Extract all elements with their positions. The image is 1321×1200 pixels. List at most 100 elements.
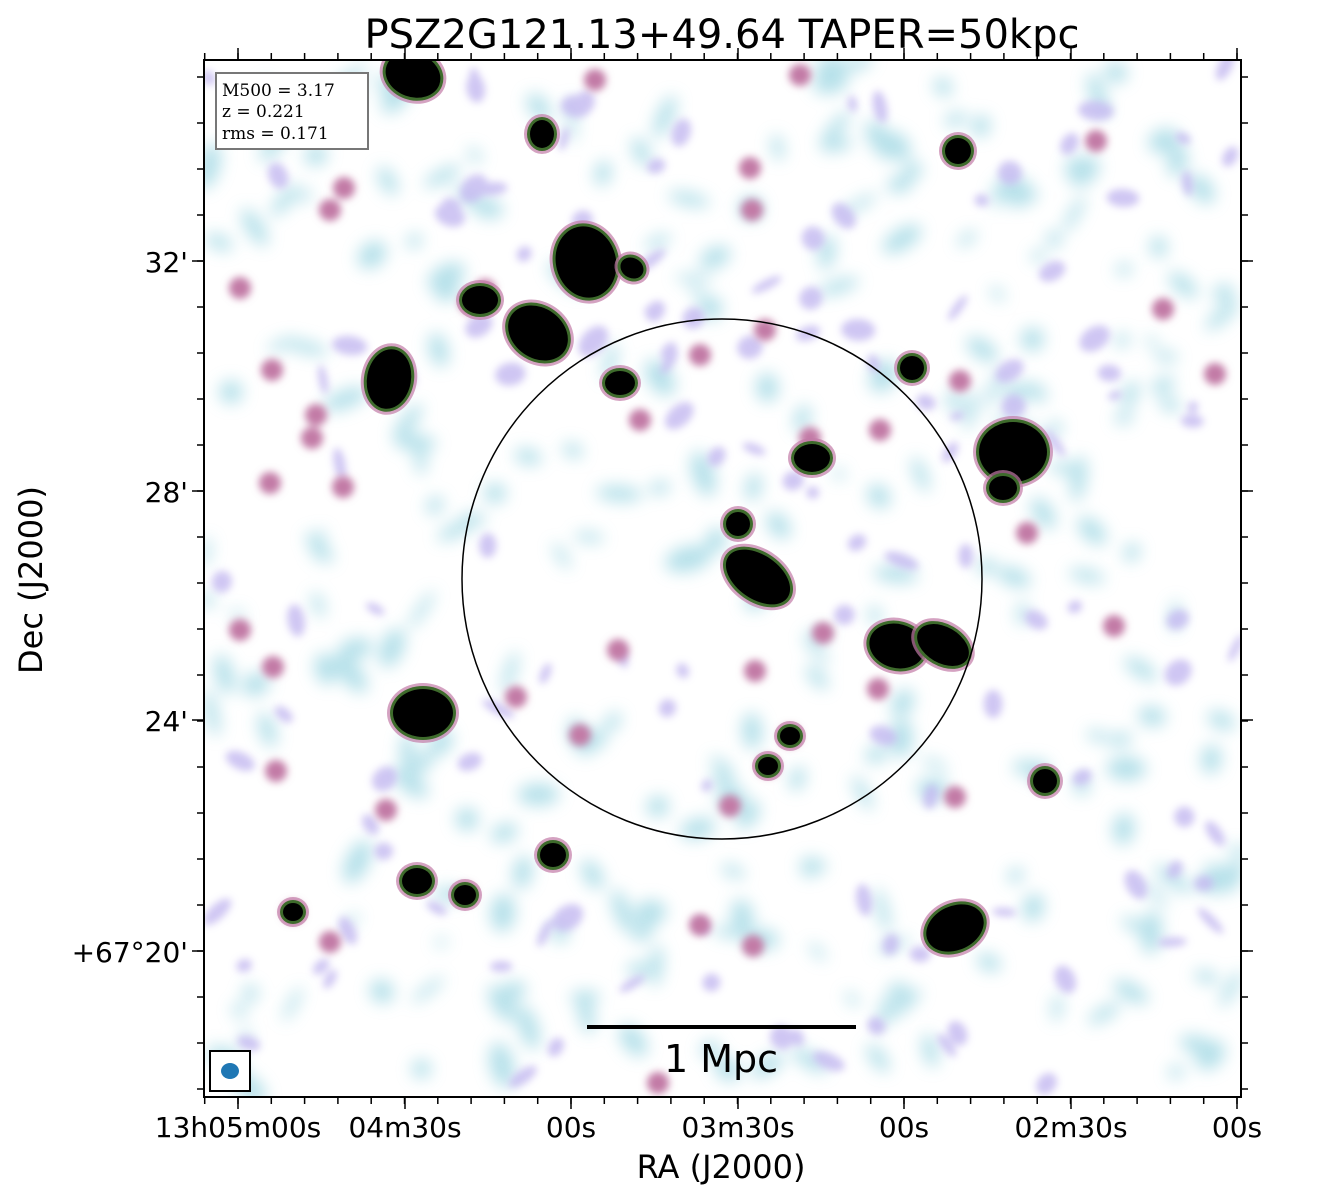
mid-emission-blob [789, 64, 811, 86]
mid-emission-blob [869, 419, 891, 441]
faint-emission-blob [674, 274, 714, 283]
faint-emission-blob [437, 519, 475, 541]
low-emission-blob [869, 725, 897, 746]
y-tick-labels: 32' 28' 24' +67°20' [72, 246, 188, 969]
mid-emission-blob [229, 277, 251, 299]
low-emission-blob [333, 447, 347, 481]
mid-emission-blob [261, 359, 283, 381]
faint-emission-blob [644, 234, 671, 250]
low-emission-blob [508, 1065, 537, 1088]
x-tick-label: 00s [546, 1111, 596, 1144]
mid-emission-blob [689, 914, 711, 936]
y-tick-label: +67°20' [72, 936, 188, 969]
faint-emission-blob [411, 977, 444, 1003]
source-core [605, 371, 635, 395]
low-emission-blob [916, 394, 936, 411]
low-emission-blob [1124, 870, 1148, 900]
faint-emission-blob [229, 609, 246, 620]
low-emission-blob [923, 784, 939, 810]
source-core [1033, 769, 1057, 793]
source-core [869, 623, 925, 669]
x-tick-label: 02m30s [1014, 1111, 1127, 1144]
mid-emission-blob [333, 177, 355, 199]
faint-emission-blob [992, 175, 1008, 210]
source-core [283, 903, 303, 921]
faint-emission-blob [393, 403, 423, 441]
faint-emission-blob [865, 120, 897, 160]
faint-emission-blob [489, 1042, 515, 1088]
low-emission-blob [658, 699, 677, 718]
low-emission-blob [332, 335, 368, 356]
low-emission-blob [479, 533, 497, 558]
mid-emission-blob [867, 678, 889, 700]
faint-emission-blob [921, 1033, 939, 1068]
faint-emission-blob [400, 732, 416, 778]
low-emission-blob [701, 779, 713, 792]
faint-emission-blob [805, 857, 827, 873]
mid-emission-blob [584, 69, 606, 91]
faint-emission-blob [311, 592, 325, 618]
faint-emission-blob [1022, 893, 1045, 922]
faint-emission-blob [766, 511, 791, 539]
source-core [794, 444, 830, 472]
faint-emission-blob [1188, 174, 1215, 204]
faint-emission-blob [1068, 156, 1100, 187]
low-emission-blob [958, 543, 974, 569]
faint-emission-blob [574, 531, 605, 543]
faint-emission-blob [789, 766, 806, 791]
faint-emission-blob [282, 338, 329, 356]
faint-emission-blob [1201, 744, 1222, 774]
faint-emission-blob [1219, 970, 1241, 1007]
faint-emission-blob [512, 855, 533, 889]
faint-emission-blob [1151, 376, 1175, 394]
scale-bar-label: 1 Mpc [664, 1037, 778, 1081]
faint-emission-blob [1113, 979, 1149, 1004]
source-core [366, 349, 412, 409]
faint-emission-blob [911, 456, 930, 492]
faint-emission-blob [1106, 756, 1147, 781]
mid-emission-blob [1103, 615, 1125, 637]
faint-emission-blob [1112, 813, 1135, 845]
low-emission-blob [1097, 364, 1122, 382]
low-emission-blob [872, 90, 888, 123]
low-emission-blob [489, 961, 513, 972]
low-emission-blob [574, 90, 595, 114]
source-core [725, 549, 791, 605]
faint-emission-blob [814, 60, 846, 83]
low-emission-blob [547, 1037, 564, 1057]
beam-ellipse [221, 1063, 239, 1079]
faint-emission-blob [378, 628, 406, 668]
mid-emission-blob [229, 619, 251, 641]
low-emission-blob [847, 534, 867, 552]
faint-emission-blob [888, 982, 910, 1001]
faint-emission-blob [594, 160, 612, 186]
low-emission-blob [855, 884, 873, 916]
figure-title: PSZ2G121.13+49.64 TAPER=50kpc [365, 12, 1080, 58]
mid-emission-blob [505, 686, 527, 708]
info-rms: rms = 0.171 [222, 124, 329, 144]
faint-emission-blob [1123, 542, 1140, 562]
faint-emission-blob [997, 566, 1031, 588]
faint-emission-blob [668, 191, 710, 207]
faint-emission-blob [488, 985, 516, 1022]
faint-emission-blob [1104, 62, 1128, 83]
faint-emission-blob [735, 800, 760, 829]
low-emission-blob [516, 246, 532, 262]
low-emission-blob [1072, 768, 1092, 786]
low-emission-blob [660, 342, 677, 361]
faint-emission-blob [626, 961, 649, 977]
faint-emission-blob [618, 1024, 648, 1057]
low-emission-blob [1187, 401, 1199, 414]
info-m500: M500 = 3.17 [222, 81, 335, 101]
low-emission-blob [204, 70, 216, 86]
faint-emission-blob [1063, 195, 1086, 233]
faint-emission-blob [832, 468, 846, 480]
faint-emission-blob [204, 592, 215, 608]
faint-emission-blob [232, 1003, 247, 1017]
faint-emission-blob [804, 635, 829, 664]
low-emission-blob [371, 766, 398, 792]
low-emission-blob [225, 750, 255, 771]
x-tick-label: 00s [1212, 1111, 1262, 1144]
low-emission-blob [1228, 634, 1241, 662]
mid-emission-blob [265, 760, 287, 782]
